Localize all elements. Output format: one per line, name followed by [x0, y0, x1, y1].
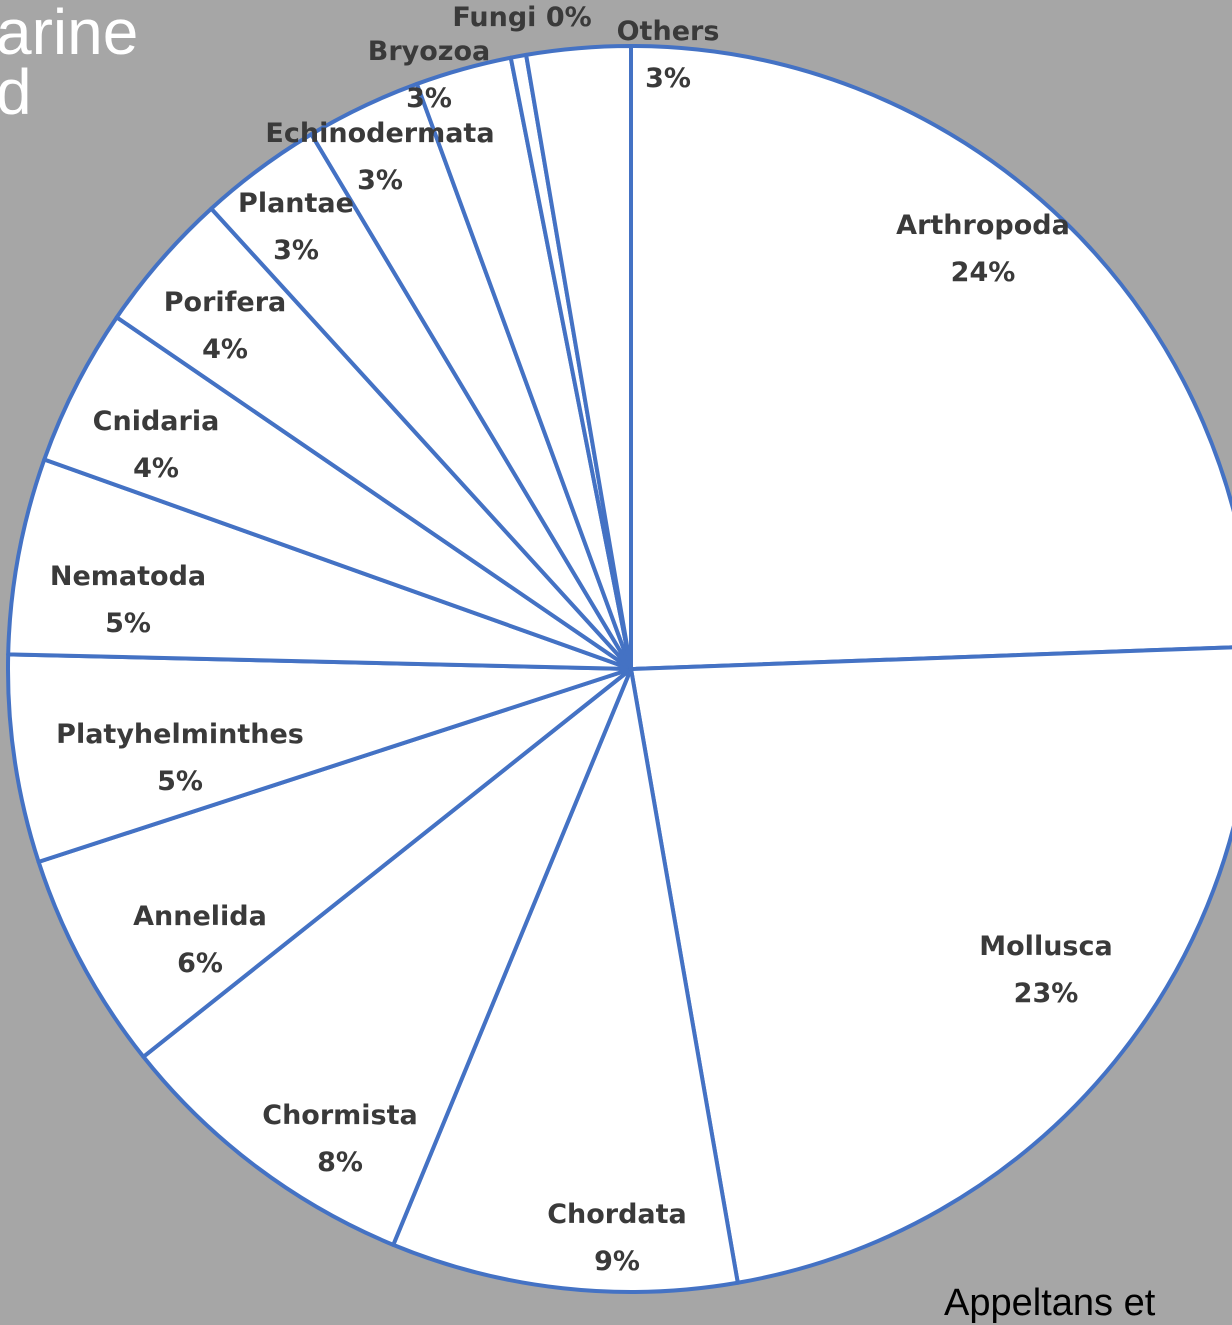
slice-percent: 5%	[105, 608, 151, 639]
slice-name: Nematoda	[50, 561, 206, 592]
slice-percent: 3%	[273, 235, 319, 266]
slice-label-arthropoda: Arthropoda 24%	[896, 210, 1070, 288]
slice-label-annelida: Annelida 6%	[133, 901, 267, 979]
pie-labels: Arthropoda 24% Mollusca 23% Chordata 9% Chormi…	[50, 2, 1113, 1277]
pie-slices	[6, 44, 1232, 1294]
slice-percent: 6%	[177, 948, 223, 979]
pie-slice-mollusca	[629, 645, 1232, 1285]
slice-percent: 5%	[157, 766, 203, 797]
slice-label-plantae: Plantae 3%	[238, 188, 354, 266]
slice-percent: 4%	[133, 453, 179, 484]
slice-percent: 3%	[645, 63, 691, 94]
slice-name: Chormista	[262, 1100, 418, 1131]
pie-slice-annelida	[36, 667, 633, 1059]
slice-label-porifera: Porifera 4%	[164, 287, 287, 365]
slice-name: Bryozoa	[368, 36, 491, 67]
pie-slice-chormista	[141, 667, 633, 1247]
slice-percent: 3%	[357, 165, 403, 196]
slice-name: Others	[617, 16, 720, 47]
slice-percent: 23%	[1014, 978, 1079, 1009]
source-citation: Appeltans et	[944, 1282, 1156, 1324]
slice-name: Arthropoda	[896, 210, 1070, 241]
pie-slice-chordata	[391, 667, 740, 1294]
slice-name: Plantae	[238, 188, 354, 219]
slice-percent: 4%	[202, 334, 248, 365]
slice-name: Platyhelminthes	[56, 719, 304, 750]
pie-slice-arthropoda	[629, 44, 1232, 671]
slice-name: Echinodermata	[265, 118, 494, 149]
pie-slice-platyhelminthes	[6, 652, 633, 864]
slice-name: Cnidaria	[93, 406, 220, 437]
slice-label-cnidaria: Cnidaria 4%	[93, 406, 220, 484]
slice-label-chordata: Chordata 9%	[547, 1199, 687, 1277]
slice-name: Mollusca	[979, 931, 1112, 962]
pie-slice-others	[524, 44, 633, 671]
slice-label-others: Others 3%	[617, 16, 720, 94]
slice-label-nematoda: Nematoda 5%	[50, 561, 206, 639]
slice-percent: 24%	[951, 257, 1016, 288]
slice-label-fungi: Fungi 0%	[452, 2, 591, 33]
slice-label-bryozoa: Bryozoa 3%	[368, 36, 491, 114]
pie-slice-nematoda	[6, 457, 633, 671]
slice-label-chormista: Chormista 8%	[262, 1100, 418, 1178]
slice-label-echinodermata: Echinodermata 3%	[265, 118, 494, 196]
slice-percent: 9%	[594, 1246, 640, 1277]
slice-percent: 8%	[317, 1147, 363, 1178]
slide-title-fragment: arine d	[0, 0, 139, 128]
slice-label-platyhelminthes: Platyhelminthes 5%	[56, 719, 304, 797]
slice-name: Annelida	[133, 901, 267, 932]
slice-name: Porifera	[164, 287, 287, 318]
slice-percent: 3%	[406, 83, 452, 114]
slice-label-mollusca: Mollusca 23%	[979, 931, 1112, 1009]
slice-name: Chordata	[547, 1199, 687, 1230]
